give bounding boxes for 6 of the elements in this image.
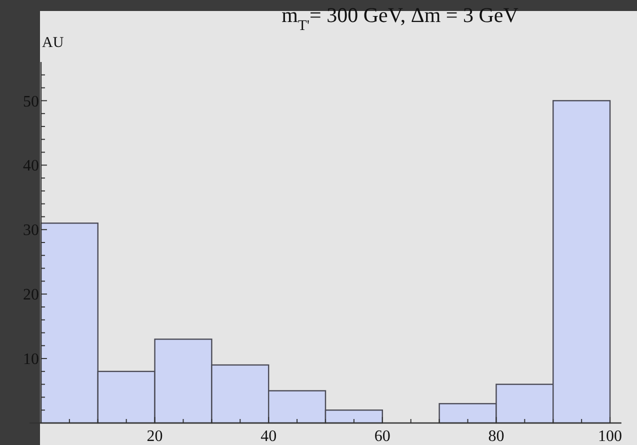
x-tick-label: 40 <box>260 428 277 445</box>
x-tick-label: 60 <box>374 428 390 445</box>
x-tick-label: 80 <box>488 428 504 445</box>
x-tick-label: 100 <box>598 428 622 445</box>
x-tick-label: 20 <box>146 428 163 445</box>
y-axis-title: AU <box>42 35 64 51</box>
